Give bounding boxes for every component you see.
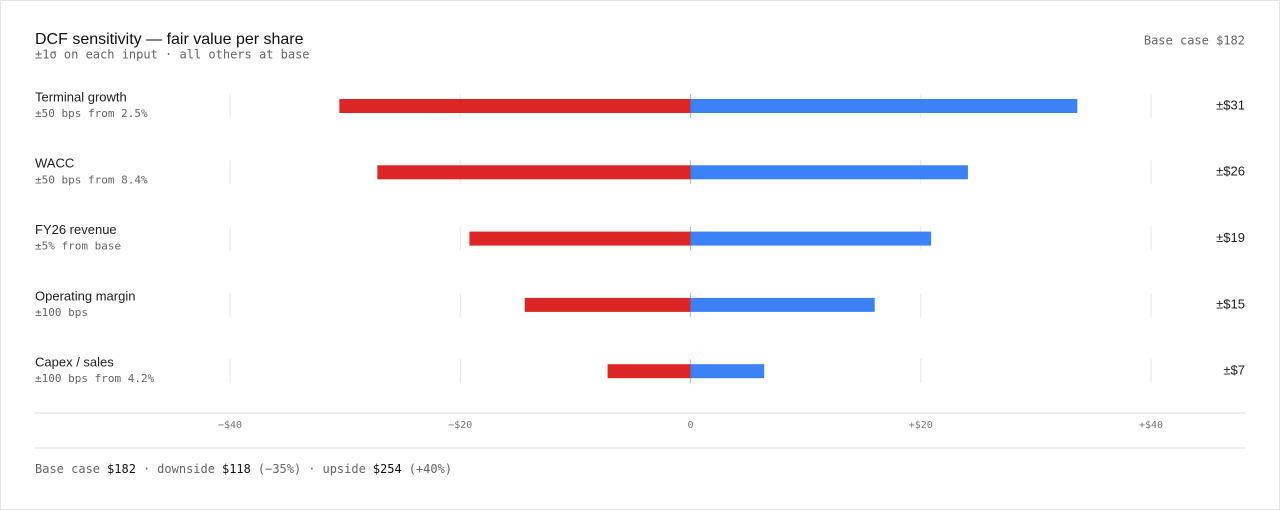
- chart-subtitle: ±1σ on each input · all others at base: [35, 48, 310, 62]
- range-label: ±$15: [1216, 296, 1245, 311]
- x-tick-label: −$20: [448, 420, 472, 431]
- x-tick-label: +$40: [1139, 420, 1163, 431]
- x-tick-label: 0: [687, 420, 693, 431]
- footer-part: $182: [107, 462, 136, 476]
- footer-part: $118: [222, 462, 251, 476]
- base-note: Base case $182: [1144, 34, 1245, 48]
- footer-part: ·: [308, 462, 315, 476]
- chart-title: DCF sensitivity — fair value per share: [35, 31, 304, 48]
- bar: [377, 165, 691, 180]
- bar: [469, 231, 691, 246]
- footer-part: (−35%): [258, 462, 301, 476]
- range-label: ±$26: [1216, 164, 1245, 179]
- bar: [339, 99, 691, 113]
- bar: [524, 297, 691, 312]
- category-note: ±5% from base: [35, 240, 121, 253]
- category-label: WACC: [35, 156, 74, 171]
- footer-part: ·: [143, 462, 150, 476]
- bar: [690, 297, 875, 312]
- footer-part: upside: [322, 462, 365, 476]
- footer: Base case $182 · downside $118 (−35%) · upside $…: [35, 462, 452, 476]
- category-label: Terminal growth: [35, 89, 127, 104]
- bar: [690, 165, 968, 180]
- footer-part: downside: [157, 462, 215, 476]
- footer-part: $254: [373, 462, 402, 476]
- category-label: Operating margin: [35, 288, 135, 303]
- category-note: ±50 bps from 8.4%: [35, 173, 148, 186]
- category-note: ±100 bps: [35, 306, 88, 319]
- bar: [690, 364, 765, 379]
- range-label: ±$7: [1223, 363, 1245, 378]
- footer-part: (+40%): [409, 462, 452, 476]
- category-note: ±100 bps from 4.2%: [35, 372, 155, 385]
- category-note: ±50 bps from 2.5%: [35, 107, 148, 120]
- x-tick-label: +$20: [909, 420, 933, 431]
- bar: [690, 231, 932, 246]
- x-tick-label: −$40: [218, 420, 242, 431]
- category-label: FY26 revenue: [35, 222, 117, 237]
- category-label: Capex / sales: [35, 355, 114, 370]
- bar: [607, 364, 691, 379]
- range-label: ±$19: [1216, 230, 1245, 245]
- footer-part: Base case: [35, 462, 100, 476]
- range-label: ±$31: [1216, 97, 1245, 112]
- bar: [690, 99, 1078, 113]
